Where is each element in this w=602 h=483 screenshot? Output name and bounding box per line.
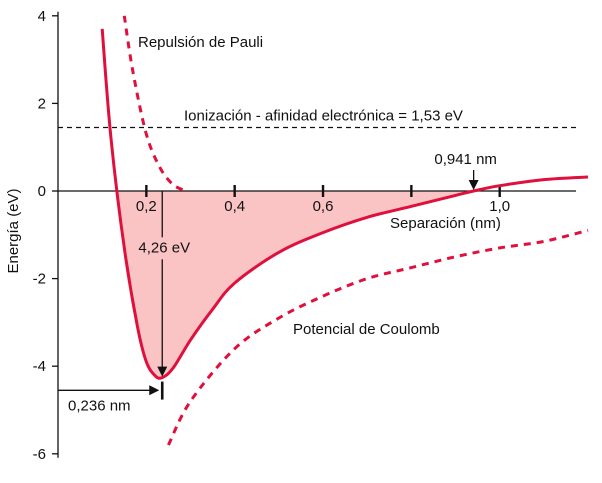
x-tick-label: 1,0 — [489, 198, 510, 215]
zero-crossing-arrowhead — [468, 180, 479, 190]
y-tick-label: 0 — [38, 183, 46, 200]
potential-well-fill — [117, 191, 474, 379]
y-tick-label: -4 — [33, 358, 46, 375]
x-tick-label: 0,4 — [224, 198, 245, 215]
x-tick-label: 0,2 — [136, 198, 157, 215]
y-tick-label: -2 — [33, 271, 46, 288]
y-tick-label: -6 — [33, 446, 46, 463]
y-tick-label: 4 — [38, 8, 46, 25]
pauli-label: Repulsión de Pauli — [138, 34, 263, 51]
x-axis-title: Separación (nm) — [390, 215, 501, 232]
pauli-repulsion-curve — [122, 15, 187, 193]
well-depth-label-background — [132, 237, 197, 260]
y-tick-label: 2 — [38, 95, 46, 112]
equilibrium-label: 0,236 nm — [68, 397, 131, 414]
potential-energy-curve — [100, 28, 589, 380]
y-ticks: -6 -4 -2 0 2 4 — [33, 8, 58, 463]
y-axis-title: Energía (eV) — [5, 188, 22, 273]
zero-crossing-label: 0,941 nm — [434, 151, 497, 168]
ionization-reference-label: Ionización - afinidad electrónica = 1,53… — [184, 107, 463, 124]
well-depth-label: 4,26 eV — [138, 239, 190, 256]
coulomb-potential-curve — [167, 228, 589, 446]
x-tick-label: 0,6 — [313, 198, 334, 215]
equilibrium-arrowhead — [149, 385, 160, 396]
coulomb-label: Potencial de Coulomb — [293, 321, 440, 338]
series-group — [100, 15, 589, 446]
well-depth-arrowhead — [157, 366, 168, 377]
